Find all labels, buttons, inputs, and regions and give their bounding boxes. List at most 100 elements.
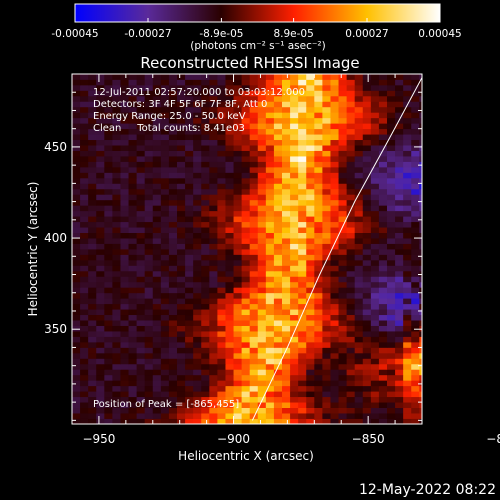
heatmap-cell bbox=[298, 156, 307, 162]
heatmap-cell bbox=[387, 112, 396, 119]
heatmap-cell bbox=[160, 309, 170, 316]
heatmap-cell bbox=[217, 363, 226, 370]
heatmap-cell bbox=[168, 314, 178, 321]
heatmap-cell bbox=[152, 101, 162, 108]
heatmap-cell bbox=[120, 123, 129, 130]
heatmap-cell bbox=[362, 292, 372, 299]
heatmap-cell bbox=[72, 101, 81, 108]
heatmap-cell bbox=[249, 74, 259, 80]
heatmap-cell bbox=[249, 418, 259, 424]
heatmap-cell bbox=[193, 106, 202, 113]
heatmap-cell bbox=[88, 106, 97, 113]
heatmap-cell bbox=[338, 336, 348, 343]
heatmap-cell bbox=[225, 314, 234, 321]
heatmap-cell bbox=[160, 243, 170, 250]
heatmap-cell bbox=[160, 259, 170, 266]
heatmap-cell bbox=[72, 205, 81, 212]
heatmap-cell bbox=[160, 292, 170, 299]
heatmap-cell bbox=[193, 161, 202, 168]
heatmap-cell bbox=[209, 331, 218, 337]
heatmap-cell bbox=[120, 352, 129, 359]
heatmap-cell bbox=[306, 188, 315, 195]
heatmap-cell bbox=[193, 413, 202, 419]
heatmap-cell bbox=[168, 341, 178, 348]
heatmap-cell bbox=[322, 402, 331, 408]
heatmap-cell bbox=[177, 314, 186, 321]
heatmap-cell bbox=[273, 347, 283, 354]
heatmap-cell bbox=[387, 199, 396, 206]
heatmap-cell bbox=[160, 210, 170, 217]
heatmap-cell bbox=[120, 249, 129, 255]
heatmap-cell bbox=[160, 74, 170, 80]
heatmap-cell bbox=[419, 369, 422, 376]
heatmap-cell bbox=[193, 139, 202, 146]
heatmap-cell bbox=[370, 298, 380, 305]
heatmap-cell bbox=[346, 205, 356, 212]
heatmap-cell bbox=[314, 74, 323, 80]
heatmap-cell bbox=[265, 238, 275, 244]
heatmap-cell bbox=[128, 336, 138, 343]
heatmap-cell bbox=[88, 413, 97, 419]
heatmap-cell bbox=[306, 139, 315, 146]
heatmap-cell bbox=[346, 413, 356, 419]
heatmap-cell bbox=[273, 101, 283, 108]
heatmap-cell bbox=[209, 243, 218, 250]
heatmap-cell bbox=[298, 232, 307, 239]
heatmap-cell bbox=[249, 298, 259, 305]
heatmap-cell bbox=[298, 292, 307, 299]
heatmap-cell bbox=[395, 314, 404, 321]
heatmap-cell bbox=[233, 380, 243, 387]
heatmap-cell bbox=[152, 117, 162, 124]
heatmap-cell bbox=[370, 358, 380, 365]
heatmap-cell bbox=[354, 309, 364, 316]
heatmap-cell bbox=[128, 374, 138, 381]
heatmap-cell bbox=[273, 407, 283, 414]
heatmap-cell bbox=[177, 90, 186, 97]
colorbar-tick-label: 0.00045 bbox=[418, 28, 461, 40]
heatmap-cell bbox=[241, 128, 251, 135]
heatmap-cell bbox=[177, 281, 186, 288]
heatmap-cell bbox=[88, 396, 97, 403]
heatmap-cell bbox=[193, 292, 202, 299]
heatmap-cell bbox=[298, 161, 307, 168]
heatmap-cell bbox=[160, 117, 170, 124]
heatmap-cell bbox=[338, 199, 348, 206]
heatmap-cell bbox=[185, 287, 194, 294]
heatmap-cell bbox=[411, 150, 420, 157]
heatmap-cell bbox=[346, 352, 356, 359]
heatmap-cell bbox=[249, 199, 259, 206]
heatmap-cell bbox=[136, 199, 146, 206]
heatmap-cell bbox=[273, 128, 283, 135]
heatmap-cell bbox=[152, 216, 162, 223]
heatmap-cell bbox=[403, 341, 412, 348]
heatmap-cell bbox=[80, 347, 89, 354]
heatmap-cell bbox=[112, 265, 121, 272]
heatmap-cell bbox=[282, 303, 291, 310]
heatmap-cell bbox=[104, 336, 113, 343]
heatmap-cell bbox=[249, 232, 259, 239]
heatmap-cell bbox=[72, 128, 81, 135]
heatmap-cell bbox=[160, 265, 170, 272]
heatmap-cell bbox=[273, 95, 283, 102]
heatmap-cell bbox=[120, 369, 129, 376]
heatmap-cell bbox=[370, 309, 380, 316]
heatmap-cell bbox=[152, 112, 162, 119]
heatmap-cell bbox=[346, 298, 356, 305]
heatmap-cell bbox=[330, 407, 339, 414]
heatmap-cell bbox=[120, 396, 129, 403]
heatmap-cell bbox=[88, 369, 97, 376]
heatmap-cell bbox=[80, 139, 89, 146]
heatmap-cell bbox=[330, 123, 339, 130]
heatmap-cell bbox=[387, 358, 396, 365]
heatmap-cell bbox=[88, 74, 97, 80]
heatmap-cell bbox=[273, 156, 283, 162]
heatmap-cell bbox=[241, 347, 251, 354]
heatmap-cell bbox=[298, 380, 307, 387]
heatmap-cell bbox=[395, 232, 404, 239]
heatmap-cell bbox=[370, 281, 380, 288]
heatmap-cell bbox=[225, 287, 234, 294]
heatmap-cell bbox=[282, 374, 291, 381]
heatmap-cell bbox=[419, 254, 422, 261]
heatmap-cell bbox=[80, 309, 89, 316]
heatmap-cell bbox=[144, 177, 154, 184]
